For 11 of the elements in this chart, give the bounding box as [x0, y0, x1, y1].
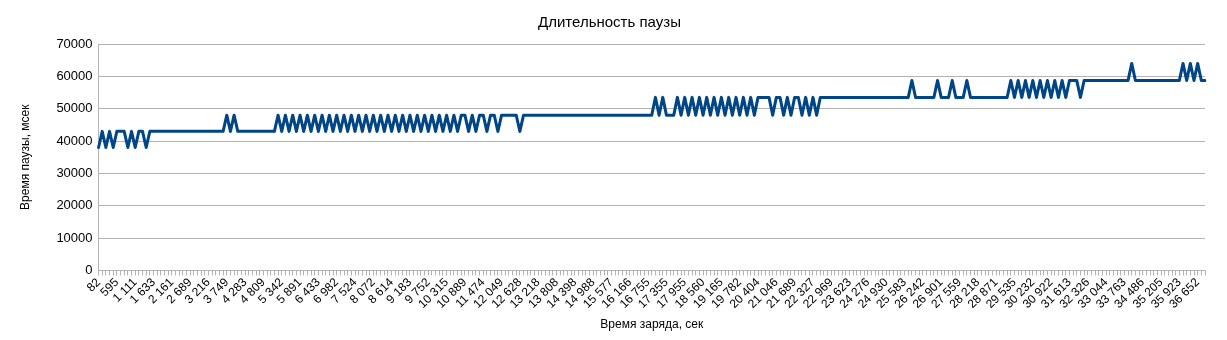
- y-tick-label: 40000: [56, 132, 93, 148]
- y-axis-title: Время паузы, мсек: [17, 103, 32, 210]
- y-tick-label: 30000: [56, 164, 93, 180]
- x-axis-title: Время заряда, сек: [600, 317, 704, 332]
- y-tick-label: 10000: [56, 229, 93, 245]
- chart-title: Длительность паузы: [538, 13, 681, 31]
- y-tick-label: 20000: [56, 197, 93, 213]
- y-tick-label: 70000: [56, 35, 93, 51]
- y-tick-label: 0: [85, 262, 93, 278]
- y-tick-label: 50000: [56, 100, 93, 116]
- y-tick-label: 60000: [56, 67, 93, 83]
